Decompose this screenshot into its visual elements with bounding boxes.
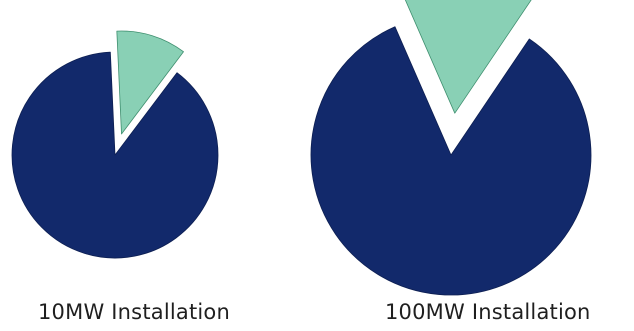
pie-1-slice-2 bbox=[116, 30, 184, 135]
pie-2-slice-1 bbox=[310, 26, 592, 296]
pie-chart-10mw bbox=[11, 30, 219, 259]
pie-title-100mw: 100MW Installation bbox=[385, 300, 591, 324]
pie-2-slice-2 bbox=[404, 0, 532, 114]
pie-1-slice-1 bbox=[11, 51, 219, 259]
pie-title-10mw: 10MW Installation bbox=[38, 300, 230, 324]
pie-chart-100mw bbox=[310, 0, 592, 296]
